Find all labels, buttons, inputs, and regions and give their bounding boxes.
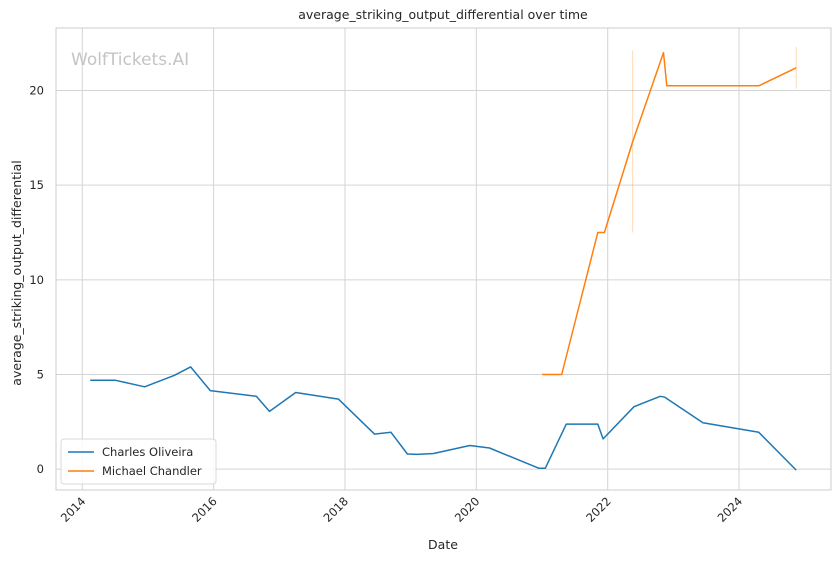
legend: Charles Oliveira Michael Chandler [60,438,217,485]
plot-area [56,28,831,490]
x-axis-label: Date [428,537,458,552]
x-tick-label: 2020 [452,494,483,525]
y-tick-label: 0 [37,462,44,476]
legend-box [60,438,217,485]
y-tick-label: 15 [29,178,44,192]
y-tick-labels: 0 5 10 15 20 [29,83,44,476]
x-tick-labels: 2014 2016 2018 2020 2022 2024 [58,494,745,525]
legend-label: Charles Oliveira [102,445,193,459]
x-tick-label: 2024 [715,494,746,525]
x-tick-label: 2014 [58,494,89,525]
y-tick-label: 10 [29,273,44,287]
y-tick-label: 20 [29,83,44,97]
series-line-charles-oliveira [90,366,797,471]
plot-frame [55,27,832,491]
chart-title: average_striking_output_differential ove… [298,7,588,22]
x-tick-label: 2022 [583,494,614,525]
legend-label: Michael Chandler [102,464,202,478]
y-tick-label: 5 [37,368,44,382]
series-line-michael-chandler [542,51,797,376]
y-axis-label: average_striking_output_differential [9,160,24,385]
x-tick-label: 2018 [320,494,351,525]
series-layer [90,46,797,471]
x-tick-label: 2016 [189,494,220,525]
watermark-text: WolfTickets.AI [71,50,189,70]
